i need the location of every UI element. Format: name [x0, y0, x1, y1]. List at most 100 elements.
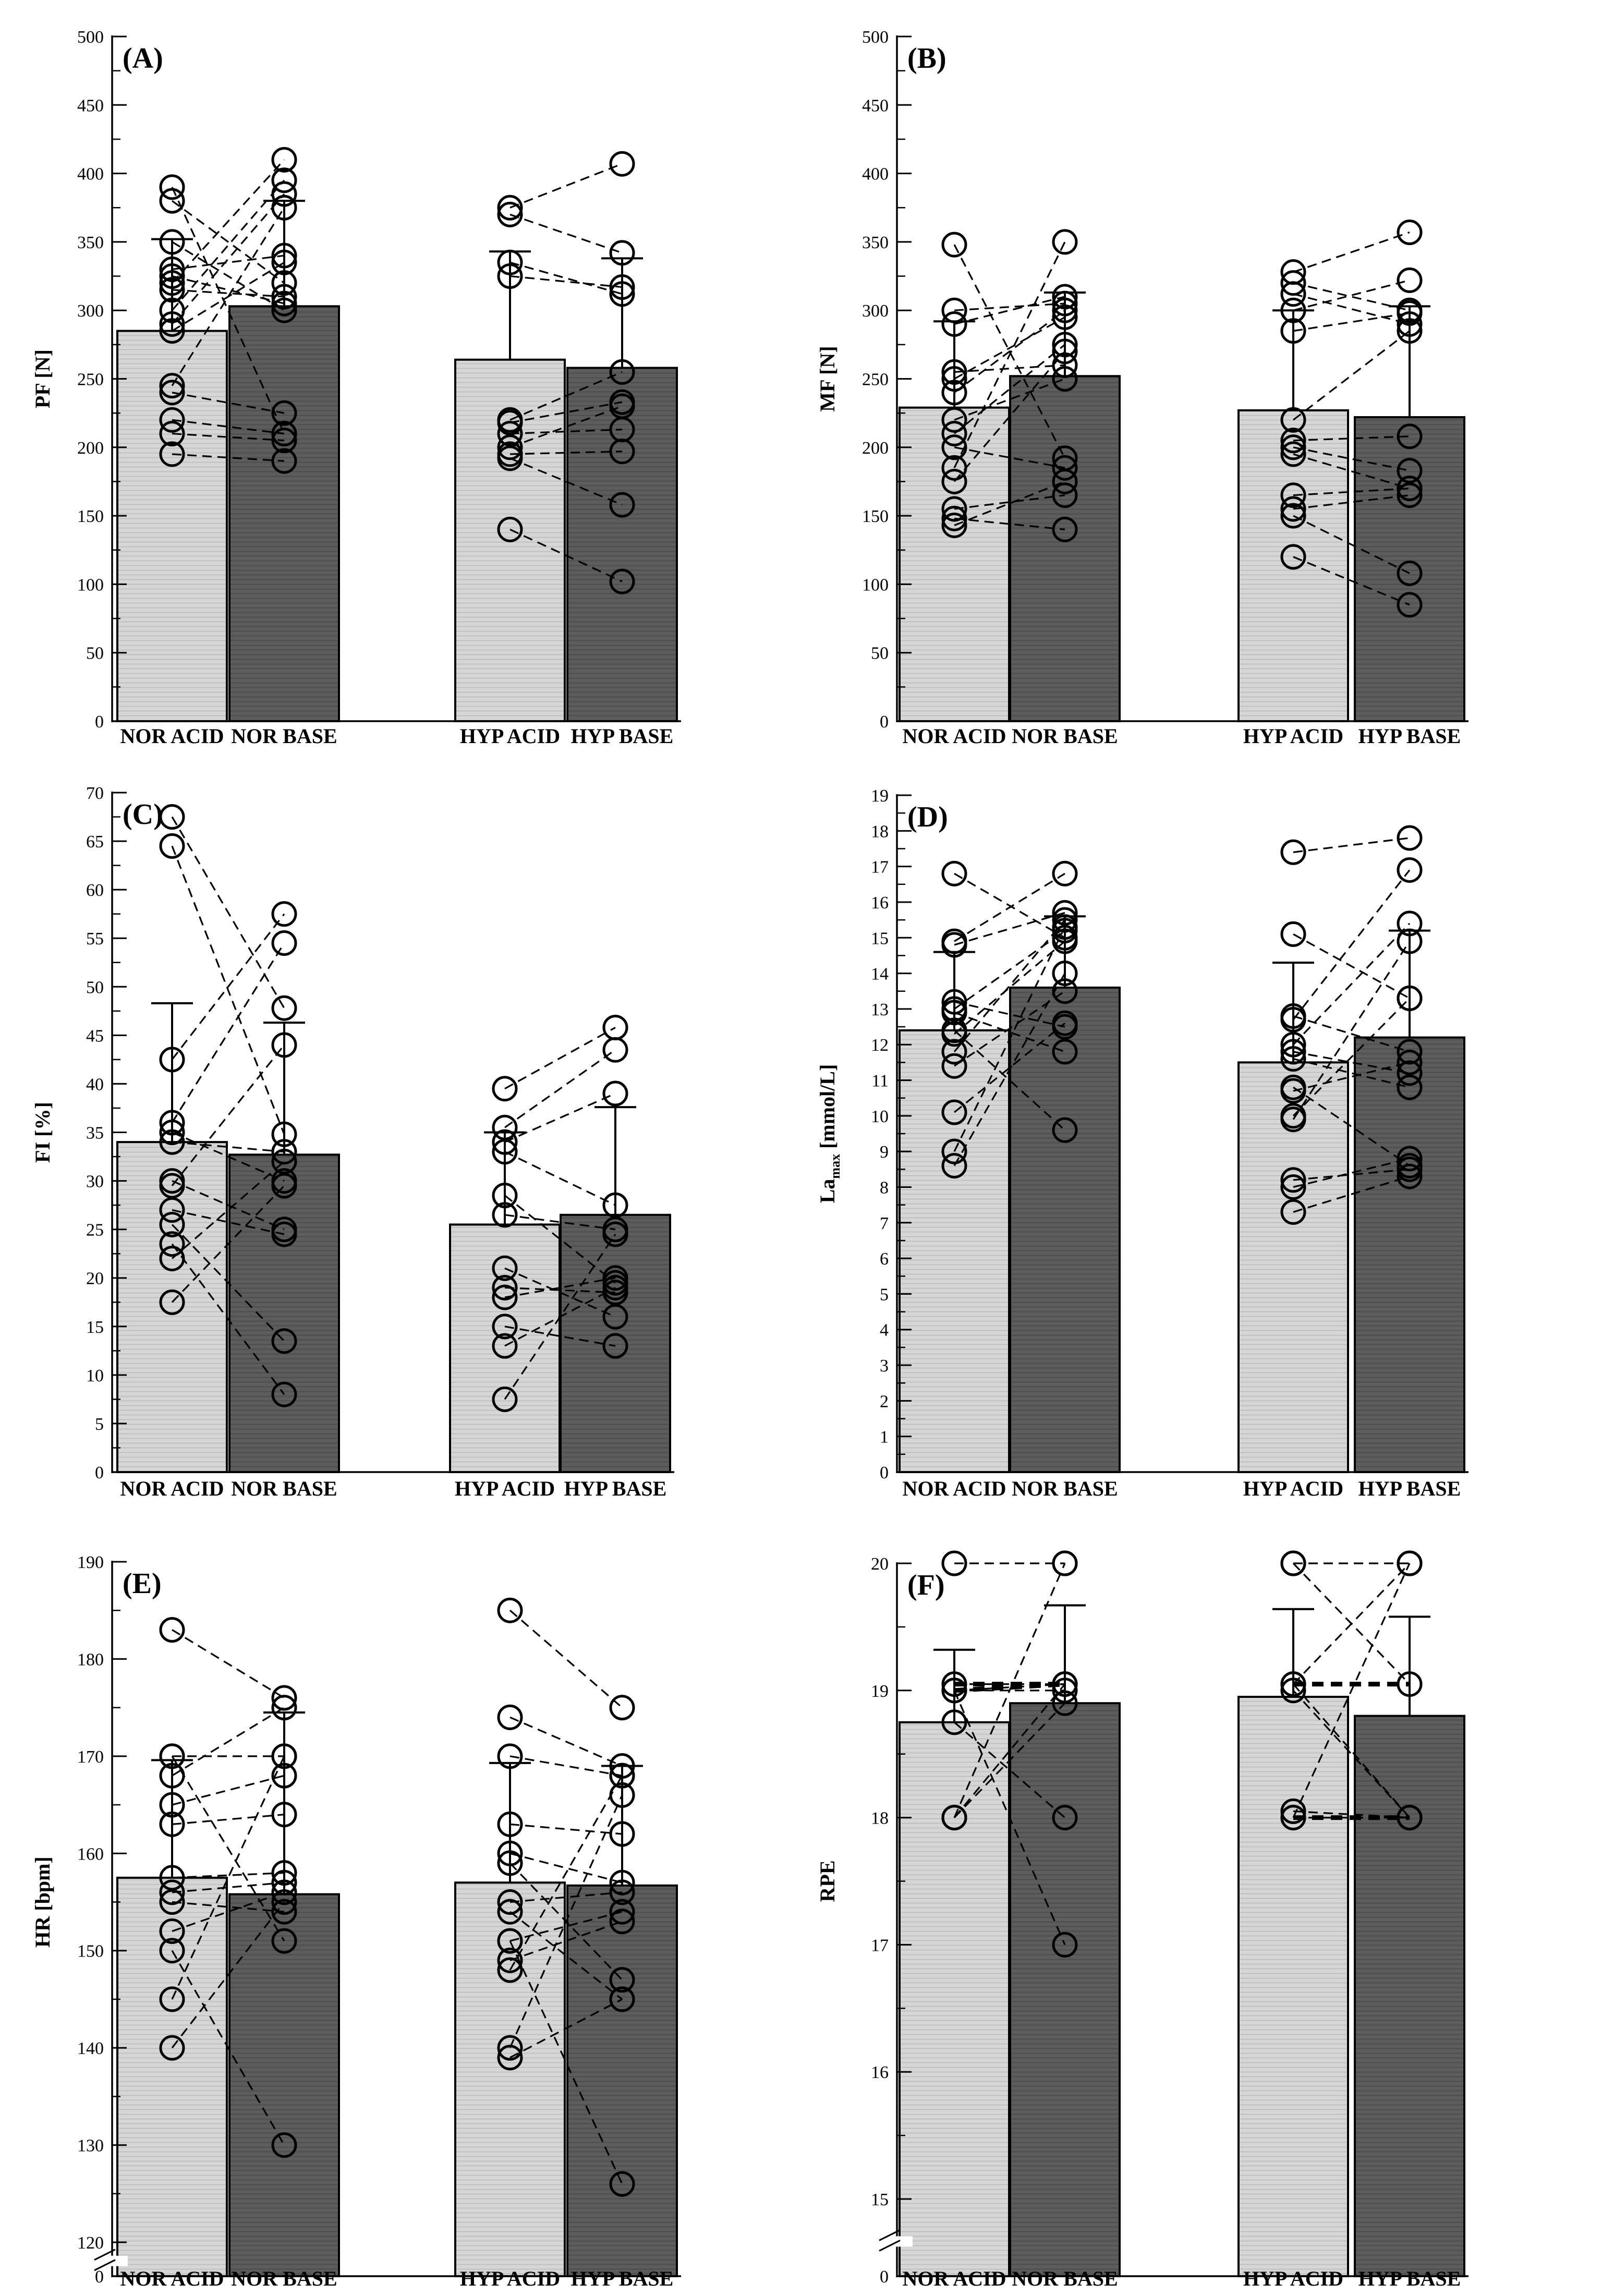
pair-line — [172, 1180, 285, 1231]
pair-line — [1292, 1690, 1411, 1818]
pair-line — [509, 371, 623, 421]
panel-label: (F) — [907, 1569, 945, 1601]
data-point — [1397, 300, 1423, 326]
data-point — [1397, 1163, 1423, 1189]
pair-line — [171, 942, 285, 1123]
y-tick-label: 11 — [871, 1072, 889, 1091]
data-point — [1397, 1550, 1423, 1576]
pair-line — [1293, 556, 1410, 606]
data-point — [159, 380, 185, 406]
y-tick-label: 2 — [880, 1392, 889, 1411]
data-point — [1052, 304, 1078, 330]
pair-line — [953, 350, 1066, 482]
category-label: NOR BASE — [1012, 2267, 1118, 2290]
data-point — [609, 1967, 635, 1993]
data-point — [159, 311, 185, 337]
data-point — [492, 1333, 518, 1359]
data-point — [609, 439, 635, 465]
data-point — [1280, 281, 1306, 307]
category-label: NOR BASE — [1012, 1477, 1118, 1500]
data-point — [159, 1231, 185, 1257]
y-tick-label: 20 — [871, 1554, 889, 1574]
data-point — [609, 359, 635, 385]
y-tick-label: 140 — [77, 2039, 104, 2058]
data-point — [497, 2045, 523, 2071]
pair-line — [509, 1775, 623, 1971]
pair-line — [171, 816, 285, 1009]
pair-line — [172, 1209, 285, 1235]
pair-line — [1293, 837, 1410, 853]
y-tick-label: 17 — [871, 858, 889, 877]
bar-hyp-acid — [1237, 1695, 1349, 2277]
data-point — [1052, 1671, 1078, 1697]
data-point — [1397, 1060, 1423, 1086]
data-point — [1397, 311, 1423, 337]
category-label: NOR ACID — [903, 2267, 1006, 2290]
data-point — [159, 1120, 185, 1145]
data-point — [602, 1304, 628, 1330]
pair-line — [509, 429, 623, 435]
data-point — [497, 1957, 523, 1983]
data-point — [159, 1047, 185, 1073]
data-point — [271, 1173, 297, 1199]
y-tick-label: 13 — [871, 1000, 889, 1019]
data-point — [159, 1743, 185, 1769]
pair-line — [1293, 1015, 1410, 1053]
pair-line — [504, 1195, 616, 1284]
data-point — [941, 1678, 967, 1704]
data-point — [1397, 1039, 1423, 1065]
bar-nor-base — [1009, 1702, 1121, 2277]
pair-line — [1292, 1562, 1411, 1685]
pair-line — [953, 1022, 1066, 1113]
pair-line — [504, 1092, 616, 1143]
data-point — [271, 400, 297, 426]
data-point — [159, 1197, 185, 1223]
pair-line — [1293, 1061, 1410, 1092]
pair-line — [954, 912, 1065, 946]
bar-nor-acid — [899, 1721, 1010, 2277]
pair-line — [172, 254, 285, 271]
category-label: NOR ACID — [120, 2267, 224, 2290]
y-tick-label: 15 — [871, 929, 889, 948]
data-point — [271, 930, 297, 956]
pair-line — [171, 913, 285, 1060]
pair-line — [509, 1716, 623, 1767]
y-tick-label: 190 — [77, 1553, 104, 1572]
data-point — [1052, 297, 1078, 323]
category-label: HYP ACID — [460, 724, 560, 748]
bar-nor-base — [1009, 986, 1121, 1473]
pair-line — [953, 940, 1066, 1035]
y-tick-label: 35 — [86, 1124, 104, 1143]
bar-hyp-acid — [1237, 409, 1349, 722]
data-point — [1052, 900, 1078, 926]
bar-nor-base — [228, 305, 340, 722]
data-point — [497, 1850, 523, 1876]
data-point — [497, 1947, 523, 1973]
data-point — [497, 410, 523, 436]
pair-line — [171, 207, 285, 386]
data-point — [941, 1550, 967, 1576]
data-point — [1397, 1074, 1423, 1100]
panel-c: 0 5 10 15 20 25 30 35 40 45 50 55 60 65 70 FI [%] (C) NOR… — [31, 784, 674, 1500]
pair-line — [1293, 446, 1410, 472]
y-tick-label: 17 — [871, 1936, 889, 1955]
y-tick-label: 400 — [77, 165, 104, 184]
bar-hyp-acid — [449, 1223, 561, 1473]
data-point — [159, 373, 185, 399]
data-point — [1052, 352, 1078, 378]
data-point — [1397, 985, 1423, 1011]
data-point — [271, 1139, 297, 1165]
y-tick-label: 200 — [77, 439, 104, 458]
axis-break-mark — [94, 2249, 116, 2261]
y-tick-label: 65 — [86, 832, 104, 852]
data-point — [1052, 455, 1078, 481]
data-point — [941, 468, 967, 494]
pair-line — [509, 457, 623, 506]
y-tick-label: 300 — [77, 301, 104, 321]
pair-line — [504, 1277, 616, 1298]
pair-line — [172, 1891, 285, 1932]
bar-hyp-acid — [1237, 1061, 1349, 1473]
y-tick-label: 0 — [880, 2267, 889, 2287]
